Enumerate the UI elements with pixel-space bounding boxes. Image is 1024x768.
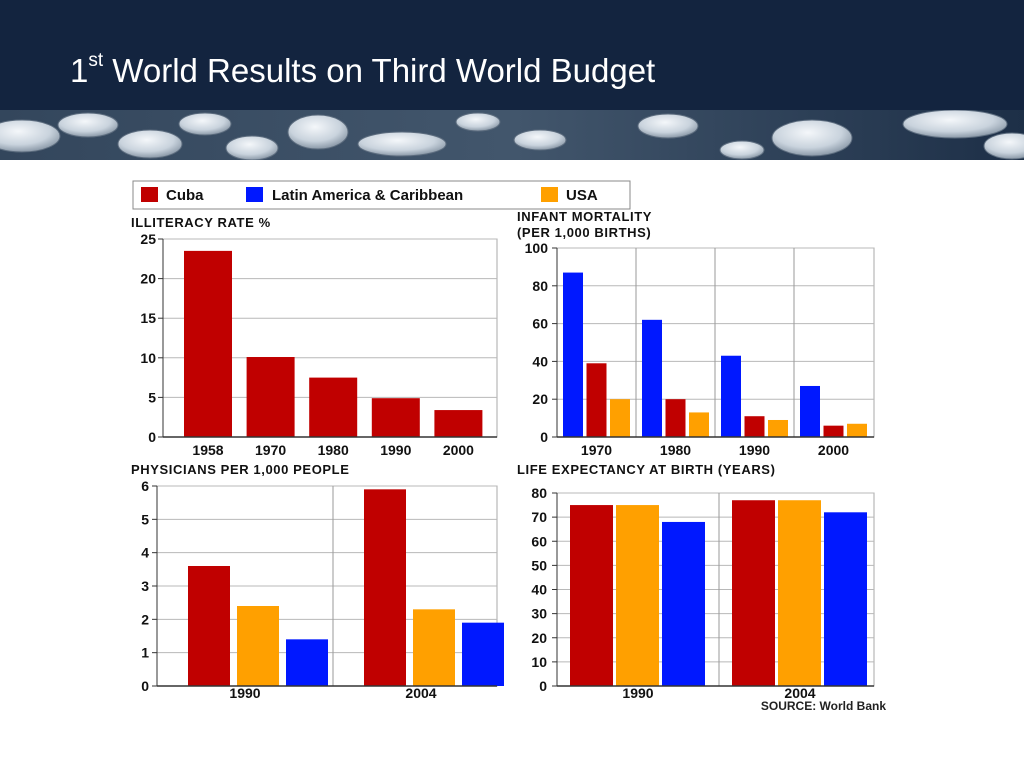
chart-title: ILLITERACY RATE %	[131, 215, 271, 230]
chart-title: PHYSICIANS PER 1,000 PEOPLE	[131, 462, 350, 477]
bar-cuba-1980	[309, 377, 358, 437]
slide-title: 1st World Results on Third World Budget	[70, 50, 656, 90]
decorative-cell-banner	[0, 110, 1024, 160]
x-tick-label: 1970	[255, 442, 286, 458]
y-tick-label: 1	[141, 645, 149, 661]
legend-label-cuba: Cuba	[166, 187, 204, 204]
chart-physicians: PHYSICIANS PER 1,000 PEOPLE 0 1 2 3 4 5 6 1990 20…	[131, 462, 504, 701]
chart-life-expectancy: LIFE EXPECTANCY AT BIRTH (YEARS) 0 10 20 30 4…	[517, 462, 875, 701]
x-tick-label: 2000	[818, 442, 849, 458]
bar-latin-america-caribbean-2000	[800, 385, 820, 437]
y-tick-label: 6	[141, 478, 149, 494]
x-tick-label: 1990	[380, 442, 411, 458]
chart-legend: Cuba Latin America & Caribbean USA	[132, 180, 631, 210]
legend-swatch-usa	[541, 187, 558, 202]
x-tick-label: 1990	[622, 685, 653, 701]
bar-latin-america-caribbean-1990	[662, 521, 705, 686]
y-tick-label: 5	[141, 511, 149, 527]
bar-latin-america-caribbean-2004	[462, 622, 504, 686]
y-tick-label: 0	[540, 429, 548, 445]
bar-usa-1980	[689, 412, 709, 437]
x-tick-label: 1990	[229, 685, 260, 701]
y-tick-label: 70	[531, 509, 547, 525]
bar-cuba-1970	[246, 357, 295, 437]
bar-cuba-1990	[188, 566, 230, 686]
y-tick-label: 80	[532, 278, 548, 294]
title-text: World Results on Third World Budget	[103, 52, 656, 89]
legend-swatch-latin-america-caribbean	[246, 187, 263, 202]
y-tick-label: 2	[141, 611, 149, 627]
bar-cuba-2000	[823, 425, 844, 437]
chart-figure: Cuba Latin America & Caribbean USA ILLITER…	[131, 180, 886, 713]
x-tick-label: 2004	[784, 685, 815, 701]
bar-cuba-1990	[371, 398, 420, 437]
bar-latin-america-caribbean-1990	[721, 355, 741, 437]
x-tick-label: 1990	[739, 442, 770, 458]
y-tick-label: 20	[532, 391, 548, 407]
y-tick-label: 0	[141, 678, 149, 694]
y-tick-label: 10	[140, 350, 156, 366]
x-tick-label: 1958	[192, 442, 223, 458]
bar-latin-america-caribbean-1980	[642, 319, 662, 437]
y-tick-label: 0	[148, 429, 156, 445]
bar-cuba-1980	[665, 399, 686, 437]
chart-subtitle: (PER 1,000 BIRTHS)	[517, 225, 651, 240]
bar-cuba-1958	[184, 250, 232, 437]
bar-cuba-2004	[364, 489, 406, 686]
y-tick-label: 40	[532, 353, 548, 369]
bar-latin-america-caribbean-1970	[563, 272, 583, 437]
y-tick-label: 60	[531, 533, 547, 549]
chart-title: LIFE EXPECTANCY AT BIRTH (YEARS)	[517, 462, 776, 477]
x-tick-label: 1980	[318, 442, 349, 458]
chart-title: INFANT MORTALITY	[517, 209, 652, 224]
bar-usa-2000	[847, 423, 867, 437]
x-tick-label: 1970	[581, 442, 612, 458]
chart-illiteracy-rate: ILLITERACY RATE % 0 5 10 15 20 25 1958 1970 1980 1…	[131, 215, 498, 458]
title-ordinal-suffix: st	[88, 50, 104, 71]
x-tick-label: 1980	[660, 442, 691, 458]
chart-infant-mortality: INFANT MORTALITY(PER 1,000 BIRTHS) 0 20 40 6…	[517, 209, 875, 458]
bar-usa-2004	[778, 500, 821, 686]
title-bar: 1st World Results on Third World Budget	[0, 0, 1024, 110]
bar-usa-2004	[413, 609, 455, 686]
bar-cuba-2004	[732, 500, 775, 686]
bar-cuba-1970	[586, 363, 607, 437]
x-tick-label: 2004	[405, 685, 436, 701]
bar-usa-1990	[237, 606, 279, 686]
bar-latin-america-caribbean-1990	[286, 639, 328, 686]
bar-usa-1990	[768, 419, 788, 437]
y-tick-label: 20	[531, 630, 547, 646]
y-tick-label: 80	[531, 485, 547, 501]
x-tick-label: 2000	[443, 442, 474, 458]
y-tick-label: 100	[525, 240, 549, 256]
legend-label-latin-america-caribbean: Latin America & Caribbean	[272, 187, 463, 204]
bar-cuba-1990	[744, 416, 765, 437]
legend-label-usa: USA	[566, 187, 598, 204]
y-tick-label: 15	[140, 310, 156, 326]
y-tick-label: 60	[532, 316, 548, 332]
bar-latin-america-caribbean-2004	[824, 512, 867, 686]
bar-cuba-2000	[434, 410, 483, 437]
y-tick-label: 3	[141, 578, 149, 594]
y-tick-label: 50	[531, 557, 547, 573]
y-tick-label: 5	[148, 389, 156, 405]
source-label: SOURCE: World Bank	[761, 699, 886, 713]
bar-usa-1970	[610, 399, 630, 437]
y-tick-label: 25	[140, 231, 156, 247]
y-tick-label: 40	[531, 582, 547, 598]
y-tick-label: 10	[531, 654, 547, 670]
title-number: 1	[70, 52, 89, 89]
bar-usa-1990	[616, 505, 659, 686]
legend-swatch-cuba	[141, 187, 158, 202]
y-tick-label: 0	[539, 678, 547, 694]
y-tick-label: 30	[531, 606, 547, 622]
y-tick-label: 4	[141, 545, 149, 561]
bar-cuba-1990	[570, 505, 613, 686]
y-tick-label: 20	[140, 271, 156, 287]
